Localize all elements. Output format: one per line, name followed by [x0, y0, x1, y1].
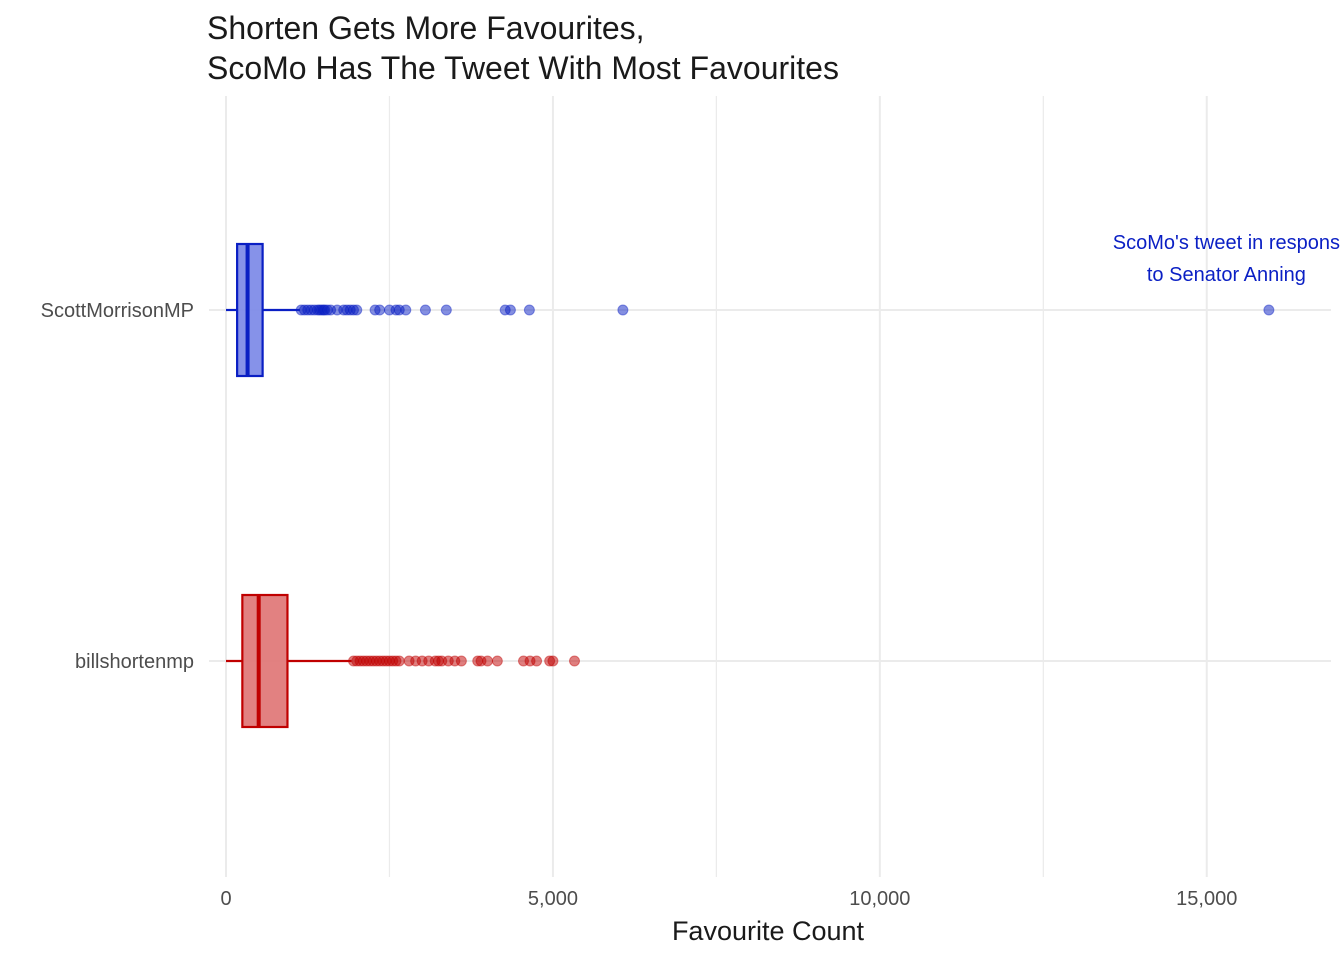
- outlier-point: [617, 304, 629, 316]
- outlier-point: [393, 655, 405, 667]
- boxplots: [226, 242, 352, 729]
- outlier-point: [1263, 304, 1275, 316]
- outlier-point: [569, 655, 580, 667]
- outlier-point: [374, 304, 386, 316]
- annotation-text: to Senator Anning: [1147, 264, 1306, 286]
- outlier-point: [351, 304, 363, 316]
- outlier-point: [531, 655, 543, 667]
- outlier-point: [504, 304, 516, 316]
- outlier-point: [482, 655, 494, 667]
- x-tick-label: 5,000: [528, 888, 578, 910]
- outlier-point: [523, 304, 535, 316]
- outlier-points: [295, 304, 1275, 667]
- annotation-text: ScoMo's tweet in respons: [1113, 232, 1340, 254]
- x-tick-label: 10,000: [849, 888, 910, 910]
- annotations: ScoMo's tweet in respons to Senator Annin…: [1113, 232, 1340, 286]
- outlier-point: [491, 655, 503, 667]
- x-axis-labels: 0 5,000 10,000 15,000: [220, 888, 1237, 910]
- x-tick-label: 0: [220, 888, 231, 910]
- y-tick-label: ScottMorrisonMP: [41, 300, 194, 322]
- grid-lines: [209, 96, 1331, 877]
- y-axis-labels: ScottMorrisonMP billshortenmp: [41, 300, 194, 673]
- chart-title-line-1: Shorten Gets More Favourites,: [207, 10, 645, 46]
- iqr-box: [236, 242, 264, 378]
- outlier-point: [419, 304, 431, 316]
- outlier-point: [400, 304, 412, 316]
- outlier-point: [440, 304, 452, 316]
- chart-title: Shorten Gets More Favourites, ScoMo Has …: [207, 8, 839, 88]
- chart-title-line-2: ScoMo Has The Tweet With Most Favourites: [207, 50, 839, 86]
- iqr-box: [241, 593, 289, 729]
- y-tick-label: billshortenmp: [75, 651, 194, 673]
- outlier-point: [547, 655, 559, 667]
- x-tick-label: 15,000: [1176, 888, 1237, 910]
- outlier-point: [455, 655, 467, 667]
- x-axis-title: Favourite Count: [672, 916, 865, 946]
